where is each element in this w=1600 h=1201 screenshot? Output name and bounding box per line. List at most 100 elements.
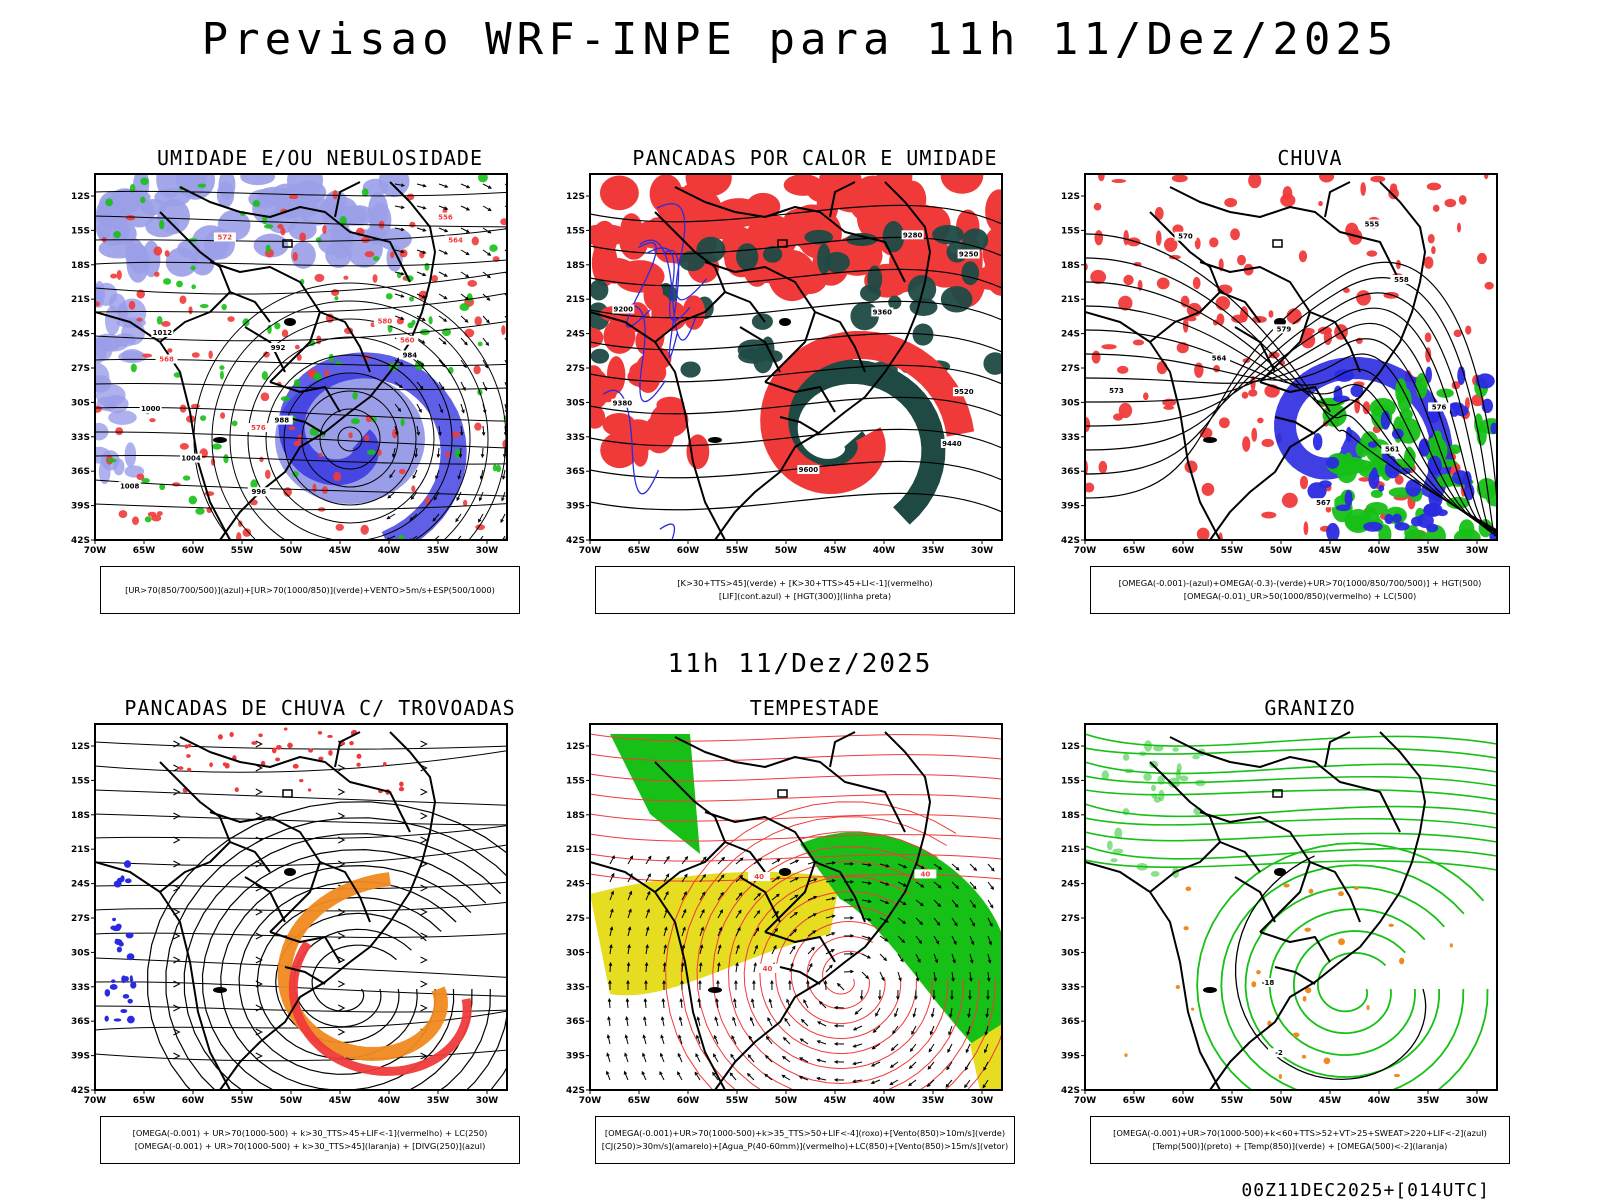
- contour-label: 1012: [153, 329, 173, 337]
- lat-tick-label: 27S: [1061, 914, 1080, 924]
- lat-tick-label: 18S: [71, 261, 90, 271]
- island: [1274, 868, 1286, 876]
- lat-tick-label: 12S: [566, 742, 585, 752]
- contour-label: 567: [1316, 499, 1331, 507]
- lat-tick-label: 27S: [566, 914, 585, 924]
- lat-tick-label: 36S: [1061, 1017, 1080, 1027]
- panel-title: GRANIZO: [1060, 696, 1560, 720]
- lat-tick-label: 12S: [1061, 742, 1080, 752]
- lat-tick-label: 42S: [1061, 1086, 1080, 1096]
- contour-label: 40: [754, 873, 764, 881]
- legend-line-2: [Temp(500)](preto) + [Temp(850)](verde) …: [1091, 1140, 1509, 1153]
- lat-tick-label: 39S: [1061, 1052, 1080, 1062]
- contour-label: 576: [1432, 403, 1447, 411]
- lat-tick-label: 21S: [71, 845, 90, 855]
- contour-label: 9600: [799, 466, 819, 474]
- lat-tick-label: 21S: [566, 845, 585, 855]
- lon-tick-label: 30W: [971, 1096, 994, 1106]
- mid-time-label: 11h 11/Dez/2025: [0, 649, 1600, 679]
- lon-tick-label: 30W: [1466, 1096, 1489, 1106]
- contour-label: 561: [1385, 446, 1400, 454]
- lat-tick-label: 18S: [566, 261, 585, 271]
- lon-tick-label: 70W: [84, 546, 107, 556]
- panel-legend: [K>30+TTS>45](verde) + [K>30+TTS>45+LI<-…: [595, 566, 1015, 614]
- contour-label: 9440: [942, 440, 962, 448]
- contour-label: 576: [251, 424, 266, 432]
- contour-label: 564: [1212, 354, 1227, 362]
- contour-label: 9250: [959, 250, 979, 258]
- contour-label: 1000: [141, 405, 161, 413]
- lon-tick-label: 55W: [1221, 546, 1244, 556]
- lat-tick-label: 30S: [71, 398, 90, 408]
- lat-tick-label: 15S: [71, 226, 90, 236]
- lon-tick-label: 45W: [1319, 546, 1342, 556]
- contour-label: 9520: [954, 388, 974, 396]
- legend-line-1: [OMEGA(-0.001) + UR>70(1000-500) + k>30_…: [101, 1127, 519, 1140]
- lat-tick-label: 24S: [1061, 330, 1080, 340]
- lon-tick-label: 30W: [1466, 546, 1489, 556]
- panel-legend: [OMEGA(-0.001)+UR>70(1000-500)+k>35_TTS>…: [595, 1116, 1015, 1164]
- lat-tick-label: 15S: [1061, 226, 1080, 236]
- lon-tick-label: 55W: [726, 546, 749, 556]
- lat-tick-label: 42S: [566, 1086, 585, 1096]
- lon-tick-label: 65W: [628, 546, 651, 556]
- contour-label: 579: [1277, 325, 1292, 333]
- island: [708, 437, 722, 443]
- lat-tick-label: 21S: [1061, 295, 1080, 305]
- lat-tick-label: 39S: [566, 502, 585, 512]
- lon-tick-label: 65W: [1123, 1096, 1146, 1106]
- contour-label: 555: [1365, 221, 1380, 229]
- lon-tick-label: 50W: [1270, 546, 1293, 556]
- contour-label: 1004: [181, 455, 201, 463]
- lon-tick-label: 45W: [824, 546, 847, 556]
- lat-tick-label: 27S: [566, 364, 585, 374]
- lat-tick-label: 33S: [71, 983, 90, 993]
- lon-tick-label: 60W: [677, 1096, 700, 1106]
- island: [284, 868, 296, 876]
- panel-title: PANCADAS DE CHUVA C/ TROVOADAS: [70, 696, 570, 720]
- legend-line-1: [OMEGA(-0.001)+UR>70(1000-500)+k<60+TTS>…: [1091, 1127, 1509, 1140]
- contour-label: 9200: [614, 305, 634, 313]
- map-chuva: 57957657357056756456155855512S15S18S21S2…: [1060, 172, 1560, 558]
- run-timestamp: 00Z11DEC2025+[014UTC]: [1241, 1180, 1490, 1201]
- lon-tick-label: 40W: [378, 1096, 401, 1106]
- legend-line-2: [CJ(250)>30m/s](amarelo)+[Agua_P(40-60mm…: [596, 1140, 1014, 1153]
- lat-tick-label: 18S: [566, 811, 585, 821]
- lon-tick-label: 60W: [677, 546, 700, 556]
- lon-tick-label: 70W: [579, 1096, 602, 1106]
- lon-tick-label: 40W: [1368, 1096, 1391, 1106]
- lat-tick-label: 24S: [566, 330, 585, 340]
- lon-tick-label: 35W: [1417, 1096, 1440, 1106]
- lat-tick-label: 30S: [71, 948, 90, 958]
- lat-tick-label: 18S: [1061, 261, 1080, 271]
- lon-tick-label: 70W: [1074, 546, 1097, 556]
- lat-tick-label: 33S: [71, 433, 90, 443]
- lon-tick-label: 35W: [922, 1096, 945, 1106]
- panel-legend: [OMEGA(-0.001) + UR>70(1000-500) + k>30_…: [100, 1116, 520, 1164]
- panel-legend: [UR>70(850/700/500)](azul)+[UR>70(1000/8…: [100, 566, 520, 614]
- lat-tick-label: 27S: [71, 364, 90, 374]
- lat-tick-label: 33S: [566, 433, 585, 443]
- lat-tick-label: 30S: [1061, 948, 1080, 958]
- contour-label: 992: [271, 344, 286, 352]
- lat-tick-label: 42S: [71, 536, 90, 546]
- lon-tick-label: 70W: [1074, 1096, 1097, 1106]
- contour-label: 573: [1109, 387, 1124, 395]
- lat-tick-label: 15S: [566, 226, 585, 236]
- wind-vector-head: [500, 541, 503, 544]
- lat-tick-label: 21S: [71, 295, 90, 305]
- map-granizo: -18-212S15S18S21S24S27S30S33S36S39S42S70…: [1060, 722, 1560, 1108]
- lat-tick-label: 39S: [71, 502, 90, 512]
- island: [284, 318, 296, 326]
- lon-tick-label: 50W: [775, 546, 798, 556]
- lon-tick-label: 65W: [628, 1096, 651, 1106]
- panel-title: TEMPESTADE: [565, 696, 1065, 720]
- contour-label: -2: [1275, 1049, 1283, 1057]
- map-umidade: 1012100810041000996992988984580576572568…: [70, 172, 570, 558]
- wind-vector-head: [510, 186, 513, 189]
- contour-label: 1008: [120, 482, 140, 490]
- lat-tick-label: 42S: [566, 536, 585, 546]
